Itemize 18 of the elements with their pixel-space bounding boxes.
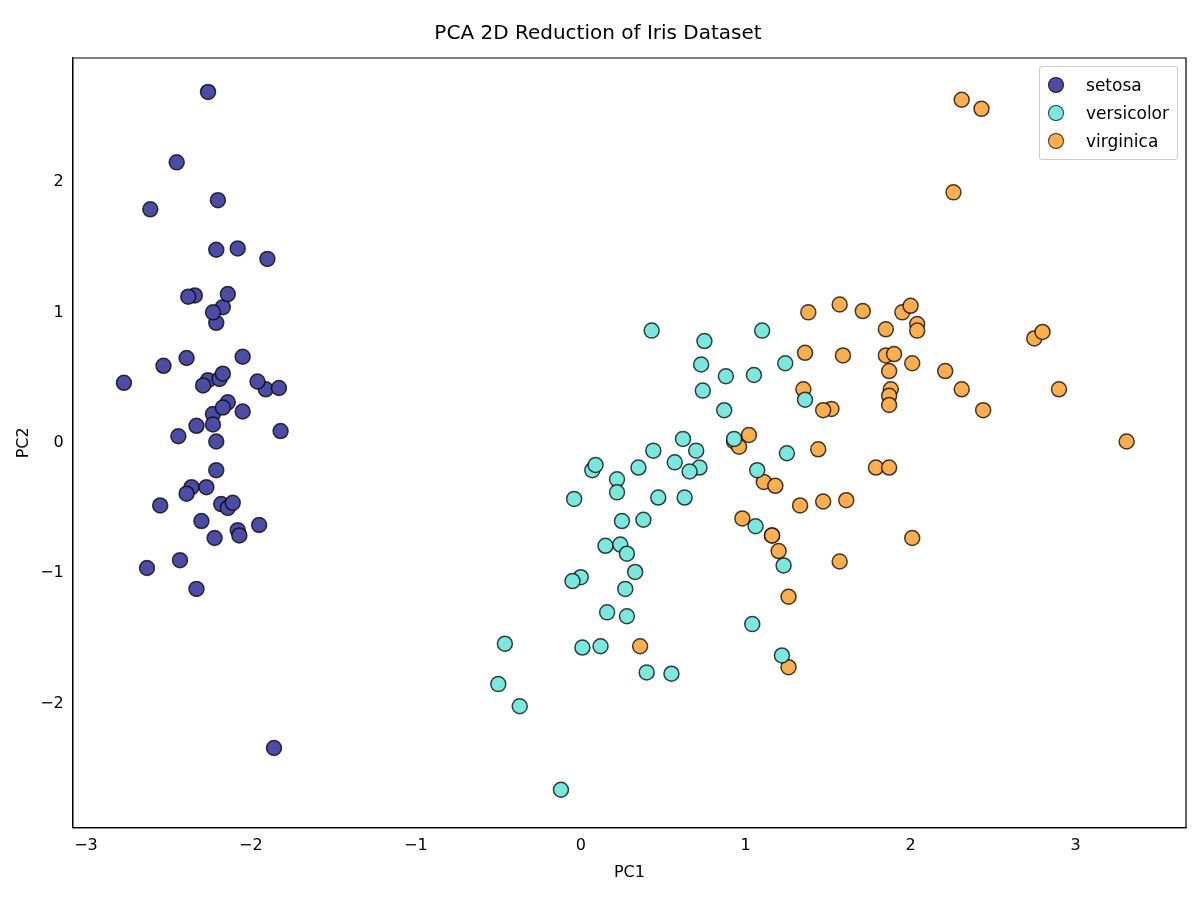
x-axis-title: PC1 (613, 861, 645, 881)
x-tick-label: −3 (74, 835, 98, 855)
y-tick-label: 0 (53, 431, 64, 451)
y-axis-title: PC2 (12, 427, 32, 459)
chart-title: PCA 2D Reduction of Iris Dataset (434, 20, 762, 45)
y-tick-label: 2 (53, 171, 64, 191)
y-tick-label: −2 (40, 692, 64, 712)
legend-label: virginica (1086, 131, 1159, 151)
legend-label: versicolor (1086, 103, 1169, 123)
x-tick-label: −1 (404, 835, 428, 855)
legend-label: setosa (1086, 75, 1142, 95)
x-tick-label: 1 (740, 835, 751, 855)
y-tick-label: 1 (53, 301, 64, 321)
x-tick-label: −2 (239, 835, 263, 855)
y-tick-label: −1 (40, 562, 64, 582)
x-tick-label: 2 (905, 835, 916, 855)
x-tick-label: 0 (575, 835, 586, 855)
x-tick-label: 3 (1070, 835, 1081, 855)
